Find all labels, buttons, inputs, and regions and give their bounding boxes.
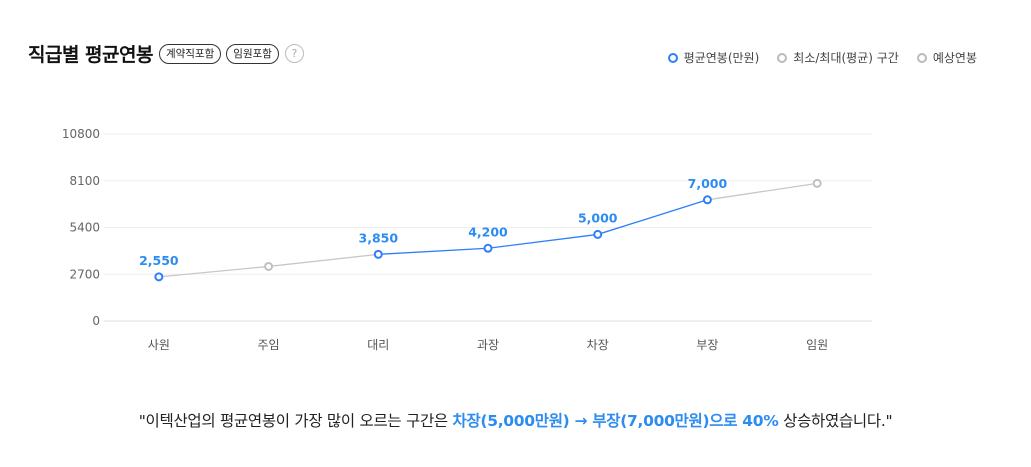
expected-point <box>812 178 822 188</box>
data-label: 2,550 <box>139 253 179 268</box>
y-tick-label: 8100 <box>69 174 100 188</box>
legend-marker-icon <box>777 52 788 63</box>
x-tick-label: 부장 <box>696 338 718 352</box>
legend-item-range: 최소/최대(평균) 구간 <box>777 49 899 66</box>
tag-contract-included[interactable]: 계약직포함 <box>158 43 222 64</box>
y-tick-label: 0 <box>92 314 100 328</box>
legend-marker-icon <box>667 52 678 63</box>
question-icon[interactable]: ? <box>284 44 304 63</box>
chart-legend: 평균연봉(만원) 최소/최대(평균) 구간 예상연봉 <box>650 49 977 66</box>
average-point <box>593 229 603 239</box>
data-label: 7,000 <box>688 176 728 191</box>
average-point <box>483 243 493 253</box>
expected-series-line <box>707 182 818 201</box>
salary-line-chart: 0 2700 5400 8100 10800 사원 주임 대리 과장 차장 부장 임원 2,550 3,8… <box>62 127 872 352</box>
summary-text: "이텍산업의 평균연봉이 가장 많이 오르는 구간은 차장(5,000만원) →… <box>0 409 1031 431</box>
chart-header: 직급별 평균연봉 계약직포함 임원포함 ? <box>28 40 304 67</box>
legend-label: 예상연봉 <box>932 51 977 65</box>
legend-item-average: 평균연봉(만원) <box>667 49 760 66</box>
expected-point <box>264 261 274 271</box>
y-tick-label: 5400 <box>69 221 100 235</box>
x-tick-label: 차장 <box>587 338 609 352</box>
average-series-line <box>378 199 708 255</box>
average-point <box>154 272 164 282</box>
legend-label: 평균연봉(만원) <box>683 51 760 65</box>
summary-suffix: 상승하였습니다." <box>778 412 893 430</box>
summary-highlight: 차장(5,000만원) → 부장(7,000만원)으로 40% <box>452 412 779 430</box>
legend-item-expected: 예상연봉 <box>916 49 977 66</box>
x-tick-label: 주임 <box>258 338 280 352</box>
y-tick-label: 2700 <box>69 267 100 281</box>
legend-marker-icon <box>916 52 927 63</box>
y-tick-label: 10800 <box>62 127 100 141</box>
chart-title: 직급별 평균연봉 <box>28 44 153 66</box>
data-label: 5,000 <box>578 210 618 225</box>
average-point <box>702 195 712 205</box>
x-tick-label: 사원 <box>148 338 170 352</box>
summary-prefix: "이텍산업의 평균연봉이 가장 많이 오르는 구간은 <box>138 412 453 430</box>
average-point <box>373 249 383 259</box>
tag-executive-included[interactable]: 임원포함 <box>226 43 279 64</box>
data-label: 4,200 <box>468 224 508 239</box>
legend-label: 최소/최대(평균) 구간 <box>793 51 899 65</box>
data-label: 3,850 <box>359 230 399 245</box>
x-tick-label: 대리 <box>367 338 389 352</box>
x-tick-label: 과장 <box>477 338 499 352</box>
x-tick-label: 임원 <box>806 338 828 352</box>
